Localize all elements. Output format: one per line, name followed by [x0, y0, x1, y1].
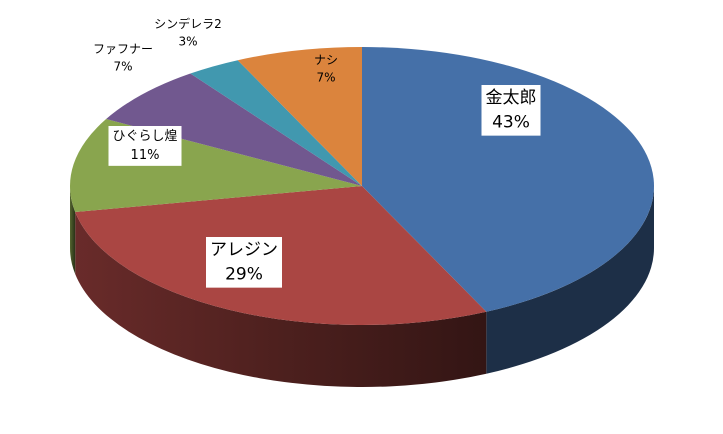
slice-percent: 11%	[131, 148, 160, 163]
slice-percent: 7%	[113, 59, 132, 73]
slice-label: シンデレラ2	[154, 16, 222, 31]
pie-side-1	[75, 212, 487, 388]
pie-label-5: ナシ 7%	[314, 53, 338, 84]
slice-label: ファフナー	[93, 42, 153, 56]
pie-label-4: シンデレラ2 3%	[154, 16, 222, 48]
pie-label-1: アレジン 29%	[206, 237, 282, 288]
label-box	[108, 126, 182, 166]
pie-label-2: ひぐらし煌 11%	[108, 126, 182, 166]
slice-percent: 29%	[225, 265, 263, 285]
slice-percent: 3%	[178, 34, 197, 48]
label-box	[481, 85, 541, 136]
pie-label-0: 金太郎 43%	[481, 85, 541, 136]
slice-label: 金太郎	[486, 88, 537, 108]
slice-percent: 7%	[316, 70, 335, 84]
pie-side-2	[70, 186, 76, 275]
label-box	[206, 237, 282, 288]
slice-label: アレジン	[210, 240, 278, 260]
pie-side-0	[486, 186, 654, 374]
pie-slice-0	[362, 47, 654, 312]
slice-percent: 43%	[492, 113, 530, 133]
slice-label: ナシ	[314, 53, 338, 67]
pie-slice-3	[106, 73, 363, 186]
pie-slice-4	[190, 60, 362, 187]
slice-label: ひぐらし煌	[112, 129, 177, 144]
pie-label-3: ファフナー 7%	[93, 42, 153, 73]
pie-slice-5	[237, 47, 362, 186]
